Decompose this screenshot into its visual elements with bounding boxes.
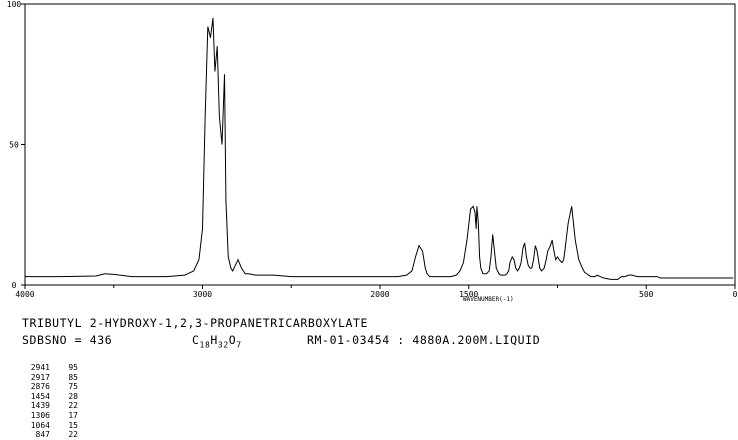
peak-row: 2876 75 <box>22 382 78 392</box>
peak-wavenumber: 1064 <box>30 420 50 430</box>
peak-row: 1439 22 <box>22 401 78 411</box>
x-tick-label: 4000 <box>15 290 34 299</box>
peak-wavenumber: 2941 <box>30 363 50 372</box>
peak-intensity: 22 <box>68 430 78 440</box>
peak-intensity: 85 <box>68 372 78 382</box>
formula-o: O <box>228 333 237 347</box>
peak-wavenumber: 1454 <box>30 391 50 401</box>
y-tick-label: 100 <box>7 0 22 9</box>
y-tick-label: 50 <box>9 141 19 150</box>
peak-row: 1454 28 <box>22 392 78 402</box>
y-axis-ticks: 100 50 0 <box>7 0 25 290</box>
peak-table: 2941 95 2917 85 2876 75 1454 28 1439 22 1306 17 1064… <box>22 363 78 440</box>
molecular-formula: C18H32O7 <box>192 333 242 349</box>
peak-row: 1306 17 <box>22 411 78 421</box>
formula-h: H <box>210 333 218 347</box>
x-axis-label: WAVENUMBER(-1) <box>463 296 514 303</box>
formula-o-count: 7 <box>236 340 242 350</box>
compound-name: TRIBUTYL 2-HYDROXY-1,2,3-PROPANETRICARBO… <box>22 316 369 330</box>
peak-row: 847 22 <box>22 430 78 440</box>
peak-row: 1064 15 <box>22 421 78 431</box>
formula-c-count: 18 <box>199 340 211 350</box>
formula-c: C <box>192 333 200 347</box>
peak-wavenumber: 847 <box>35 430 50 440</box>
info-line: SDBSNO = 436 C18H32O7 RM-01-03454 : 4880… <box>22 333 540 389</box>
peak-row: 2941 95 <box>22 363 78 373</box>
peak-row: 2917 85 <box>22 373 78 383</box>
formula-h-count: 32 <box>217 340 229 350</box>
x-tick-label: 2000 <box>370 290 389 299</box>
peak-intensity: 15 <box>68 420 78 430</box>
peak-wavenumber: 2876 <box>30 382 50 392</box>
sample-info: RM-01-03454 : 4880A.200M.LIQUID <box>307 333 541 347</box>
plot-frame <box>24 3 736 286</box>
sdbs-number: SDBSNO = 436 <box>22 333 113 347</box>
x-tick-label: 500 <box>639 290 654 299</box>
peak-intensity: 28 <box>68 391 78 401</box>
x-axis-ticks: 4000 3000 2000 1500 500 0 <box>15 285 738 299</box>
x-tick-label: 3000 <box>193 290 212 299</box>
peak-intensity: 95 <box>68 363 78 372</box>
peak-intensity: 22 <box>68 401 78 411</box>
peak-wavenumber: 1439 <box>30 401 50 411</box>
y-tick-label: 0 <box>12 281 17 290</box>
peak-intensity: 75 <box>68 382 78 392</box>
peak-intensity: 17 <box>68 410 78 420</box>
spectrum-line <box>25 17 734 280</box>
x-tick-label: 0 <box>733 290 738 299</box>
peak-wavenumber: 2917 <box>30 372 50 382</box>
peak-wavenumber: 1306 <box>30 410 50 420</box>
x-tick-label: 1500 <box>459 290 478 299</box>
